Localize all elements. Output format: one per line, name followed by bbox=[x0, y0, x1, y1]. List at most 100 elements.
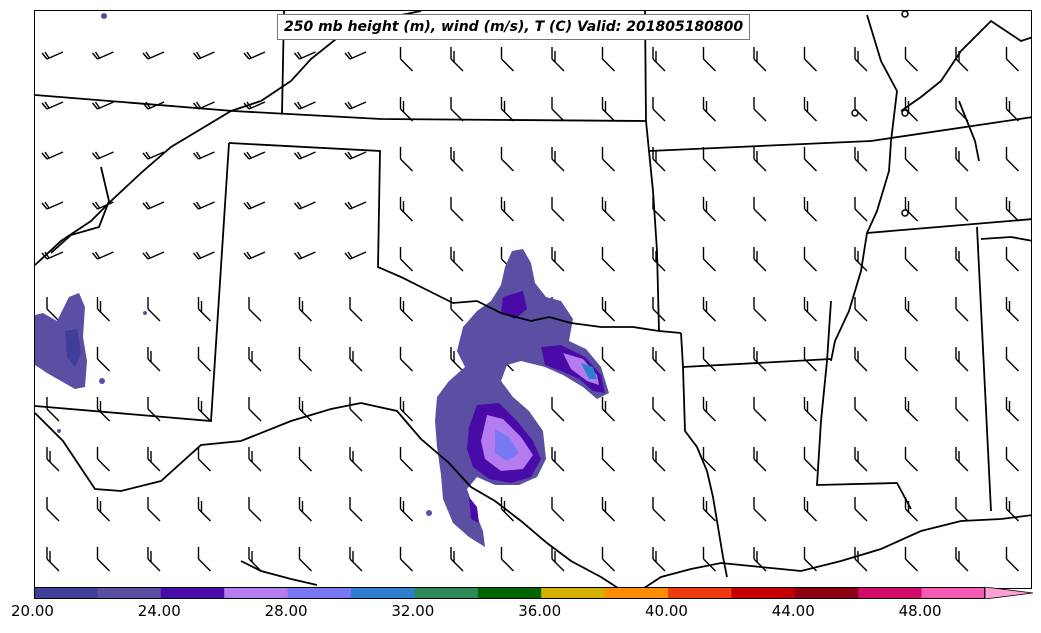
wind-speed-contour bbox=[435, 249, 609, 547]
wind-barb bbox=[601, 147, 615, 172]
wind-barb bbox=[854, 547, 868, 572]
wind-speed-contour bbox=[101, 13, 107, 19]
wind-barb bbox=[702, 247, 716, 272]
wind-barb bbox=[399, 497, 413, 522]
wind-barb bbox=[551, 97, 565, 122]
wind-barb bbox=[601, 247, 615, 272]
wind-barb bbox=[955, 247, 969, 272]
wind-barb bbox=[601, 547, 615, 572]
wind-barb bbox=[349, 397, 363, 422]
wind-barb bbox=[551, 147, 565, 172]
wind-barb bbox=[854, 397, 868, 422]
wind-barb bbox=[551, 397, 565, 422]
wind-barb bbox=[652, 347, 666, 372]
country-boundary bbox=[35, 402, 620, 588]
wind-barb bbox=[652, 397, 666, 422]
wind-barb bbox=[500, 97, 514, 122]
wind-barb bbox=[500, 147, 514, 172]
wind-barb bbox=[753, 497, 767, 522]
wind-barb bbox=[293, 201, 316, 210]
wind-barb bbox=[147, 347, 161, 372]
wind-barb bbox=[753, 297, 767, 322]
wind-barb bbox=[803, 497, 817, 522]
wind-barb bbox=[601, 47, 615, 72]
wind-barb bbox=[1005, 297, 1019, 322]
wind-barb bbox=[702, 397, 716, 422]
wind-barb bbox=[904, 197, 918, 222]
wind-barb bbox=[344, 151, 367, 160]
wind-barb bbox=[702, 147, 716, 172]
state-boundary bbox=[816, 300, 912, 510]
wind-barb bbox=[91, 151, 114, 160]
wind-barb bbox=[298, 347, 312, 372]
wind-barb bbox=[904, 547, 918, 572]
wind-barb bbox=[1005, 447, 1019, 472]
wind-barb bbox=[46, 547, 60, 572]
wind-speed-contour bbox=[57, 429, 61, 433]
wind-barb bbox=[197, 497, 211, 522]
colorbar-segment bbox=[287, 587, 352, 599]
map-canvas bbox=[35, 11, 1031, 588]
wind-barb bbox=[248, 397, 262, 422]
wind-speed-contour bbox=[426, 510, 432, 516]
wind-speed-contour bbox=[65, 329, 81, 367]
wind-barb bbox=[399, 347, 413, 372]
wind-barb bbox=[248, 497, 262, 522]
wind-barb bbox=[41, 101, 64, 110]
wind-barb bbox=[1005, 47, 1019, 72]
wind-barb bbox=[500, 47, 514, 72]
wind-barb bbox=[91, 51, 114, 60]
colorbar-extend-arrow bbox=[984, 587, 1034, 599]
wind-barb bbox=[344, 101, 367, 110]
wind-barb bbox=[601, 197, 615, 222]
wind-barb bbox=[399, 247, 413, 272]
wind-barb bbox=[142, 251, 165, 260]
wind-barb bbox=[904, 347, 918, 372]
wind-barb bbox=[450, 347, 464, 372]
wind-barb bbox=[955, 497, 969, 522]
state-boundary bbox=[866, 218, 1031, 234]
wind-barb bbox=[192, 151, 215, 160]
wind-barb bbox=[702, 347, 716, 372]
wind-barb bbox=[298, 447, 312, 472]
wind-barb bbox=[1005, 397, 1019, 422]
wind-barb bbox=[854, 497, 868, 522]
wind-barb bbox=[46, 397, 60, 422]
wind-speed-contour bbox=[143, 311, 147, 315]
wind-barb bbox=[854, 347, 868, 372]
wind-speed-contour bbox=[581, 363, 597, 379]
wind-barb bbox=[955, 147, 969, 172]
wind-barb bbox=[450, 47, 464, 72]
wind-barb bbox=[197, 297, 211, 322]
wind-barb bbox=[399, 297, 413, 322]
wind-barb bbox=[399, 447, 413, 472]
wind-barb bbox=[1005, 147, 1019, 172]
river bbox=[958, 100, 980, 162]
wind-barb bbox=[1005, 547, 1019, 572]
wind-barb bbox=[248, 447, 262, 472]
wind-barb bbox=[500, 497, 514, 522]
colorbar-tick-label: 32.00 bbox=[391, 602, 435, 620]
wind-barb bbox=[854, 197, 868, 222]
wind-barb bbox=[854, 447, 868, 472]
wind-barb bbox=[96, 297, 110, 322]
wind-barb bbox=[854, 297, 868, 322]
lake-markers bbox=[851, 11, 909, 217]
wind-barb bbox=[753, 97, 767, 122]
wind-barb bbox=[243, 51, 266, 60]
wind-barb bbox=[601, 497, 615, 522]
wind-barb bbox=[803, 447, 817, 472]
wind-barb bbox=[1005, 97, 1019, 122]
wind-barb bbox=[955, 347, 969, 372]
wind-barb bbox=[46, 297, 60, 322]
colorbar-segment bbox=[668, 587, 732, 599]
wind-barb bbox=[803, 47, 817, 72]
wind-barb bbox=[1005, 497, 1019, 522]
wind-barb bbox=[955, 197, 969, 222]
wind-barb bbox=[652, 47, 666, 72]
wind-barb bbox=[955, 547, 969, 572]
wind-barb bbox=[41, 51, 64, 60]
wind-barb bbox=[450, 297, 464, 322]
wind-barb bbox=[293, 51, 316, 60]
wind-barb bbox=[41, 201, 64, 210]
